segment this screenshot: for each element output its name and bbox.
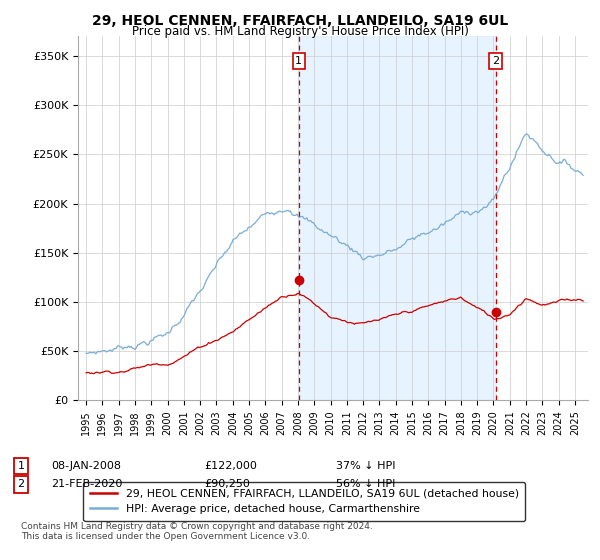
Legend: 29, HEOL CENNEN, FFAIRFACH, LLANDEILO, SA19 6UL (detached house), HPI: Average p: 29, HEOL CENNEN, FFAIRFACH, LLANDEILO, S… [83, 482, 525, 521]
Text: £122,000: £122,000 [204, 461, 257, 471]
Text: 2: 2 [17, 479, 25, 489]
Text: 1: 1 [295, 56, 302, 66]
Text: 29, HEOL CENNEN, FFAIRFACH, LLANDEILO, SA19 6UL: 29, HEOL CENNEN, FFAIRFACH, LLANDEILO, S… [92, 14, 508, 28]
Text: 08-JAN-2008: 08-JAN-2008 [51, 461, 121, 471]
Text: 21-FEB-2020: 21-FEB-2020 [51, 479, 122, 489]
Text: 37% ↓ HPI: 37% ↓ HPI [336, 461, 395, 471]
Bar [299, 36, 496, 400]
Text: £90,250: £90,250 [204, 479, 250, 489]
Text: Price paid vs. HM Land Registry's House Price Index (HPI): Price paid vs. HM Land Registry's House … [131, 25, 469, 38]
Text: 56% ↓ HPI: 56% ↓ HPI [336, 479, 395, 489]
Text: 2: 2 [492, 56, 499, 66]
Text: Contains HM Land Registry data © Crown copyright and database right 2024.
This d: Contains HM Land Registry data © Crown c… [21, 522, 373, 542]
Text: 1: 1 [17, 461, 25, 471]
